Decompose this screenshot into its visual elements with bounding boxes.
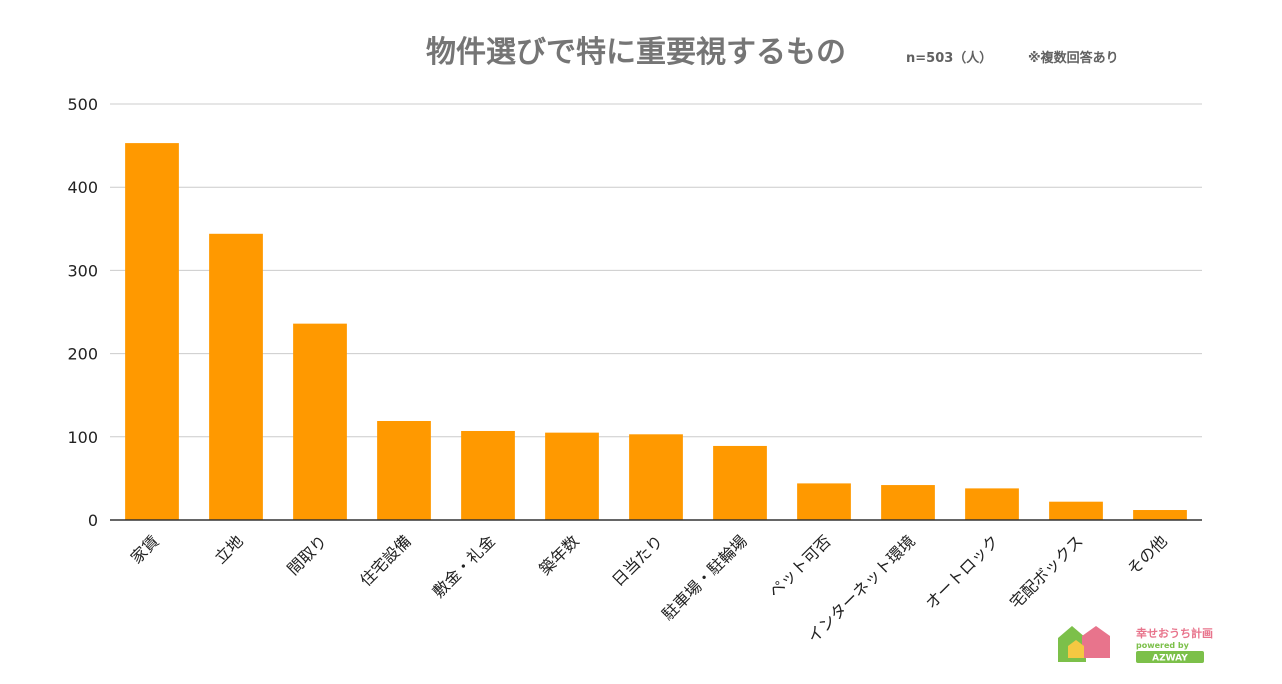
x-tick-label: 敷金・礼金	[429, 531, 499, 601]
bar	[545, 432, 599, 520]
house-pink-icon	[1082, 626, 1110, 658]
bar	[209, 233, 263, 521]
y-tick-label: 400	[67, 178, 98, 197]
bar	[881, 485, 935, 520]
gridlines	[110, 103, 1202, 438]
x-tick-label: 間取り	[283, 531, 330, 578]
bar	[377, 420, 431, 520]
x-tick-label: ペット可否	[765, 531, 835, 601]
x-tick-label: 日当たり	[608, 531, 667, 590]
bar	[125, 143, 179, 520]
y-tick-label: 200	[67, 345, 98, 364]
x-tick-label: 立地	[211, 531, 247, 567]
x-tick-label: 住宅設備	[356, 531, 415, 590]
x-tick-label: 築年数	[535, 531, 582, 578]
y-tick-label: 100	[67, 428, 98, 447]
y-tick-label: 300	[67, 261, 98, 280]
chart-title: 物件選びで特に重要視するもの	[426, 35, 846, 70]
x-tick-label: 宅配ボックス	[1006, 531, 1087, 612]
x-tick-label: その他	[1123, 531, 1170, 578]
bar	[797, 483, 851, 520]
y-tick-label: 500	[67, 95, 98, 114]
y-tick-label: 0	[88, 511, 98, 530]
bar	[1049, 501, 1103, 520]
bar	[1133, 510, 1187, 520]
multiple-answer-note: ※複数回答あり	[1028, 50, 1119, 66]
y-axis-ticks: 0 100 200 300 400 500	[67, 95, 98, 530]
logo-badge	[1136, 651, 1204, 663]
logo-powered-by: powered by	[1136, 641, 1190, 650]
bar	[713, 445, 767, 520]
bar	[461, 430, 515, 520]
sample-size-note: n=503（人）	[906, 50, 992, 66]
x-tick-label: 駐車場・駐輪場	[658, 531, 751, 624]
x-tick-label: 家賃	[127, 531, 163, 567]
bars	[125, 143, 1187, 521]
bar	[965, 488, 1019, 520]
logo-name: 幸せおうち計画	[1136, 626, 1213, 640]
logo-brand: AZWAY	[1152, 654, 1188, 664]
bar	[629, 434, 683, 520]
logo: 幸せおうち計画 powered by AZWAY	[1058, 626, 1213, 664]
x-tick-label: オートロック	[922, 531, 1003, 612]
bar	[293, 323, 347, 520]
house-yellow-icon	[1068, 640, 1084, 658]
